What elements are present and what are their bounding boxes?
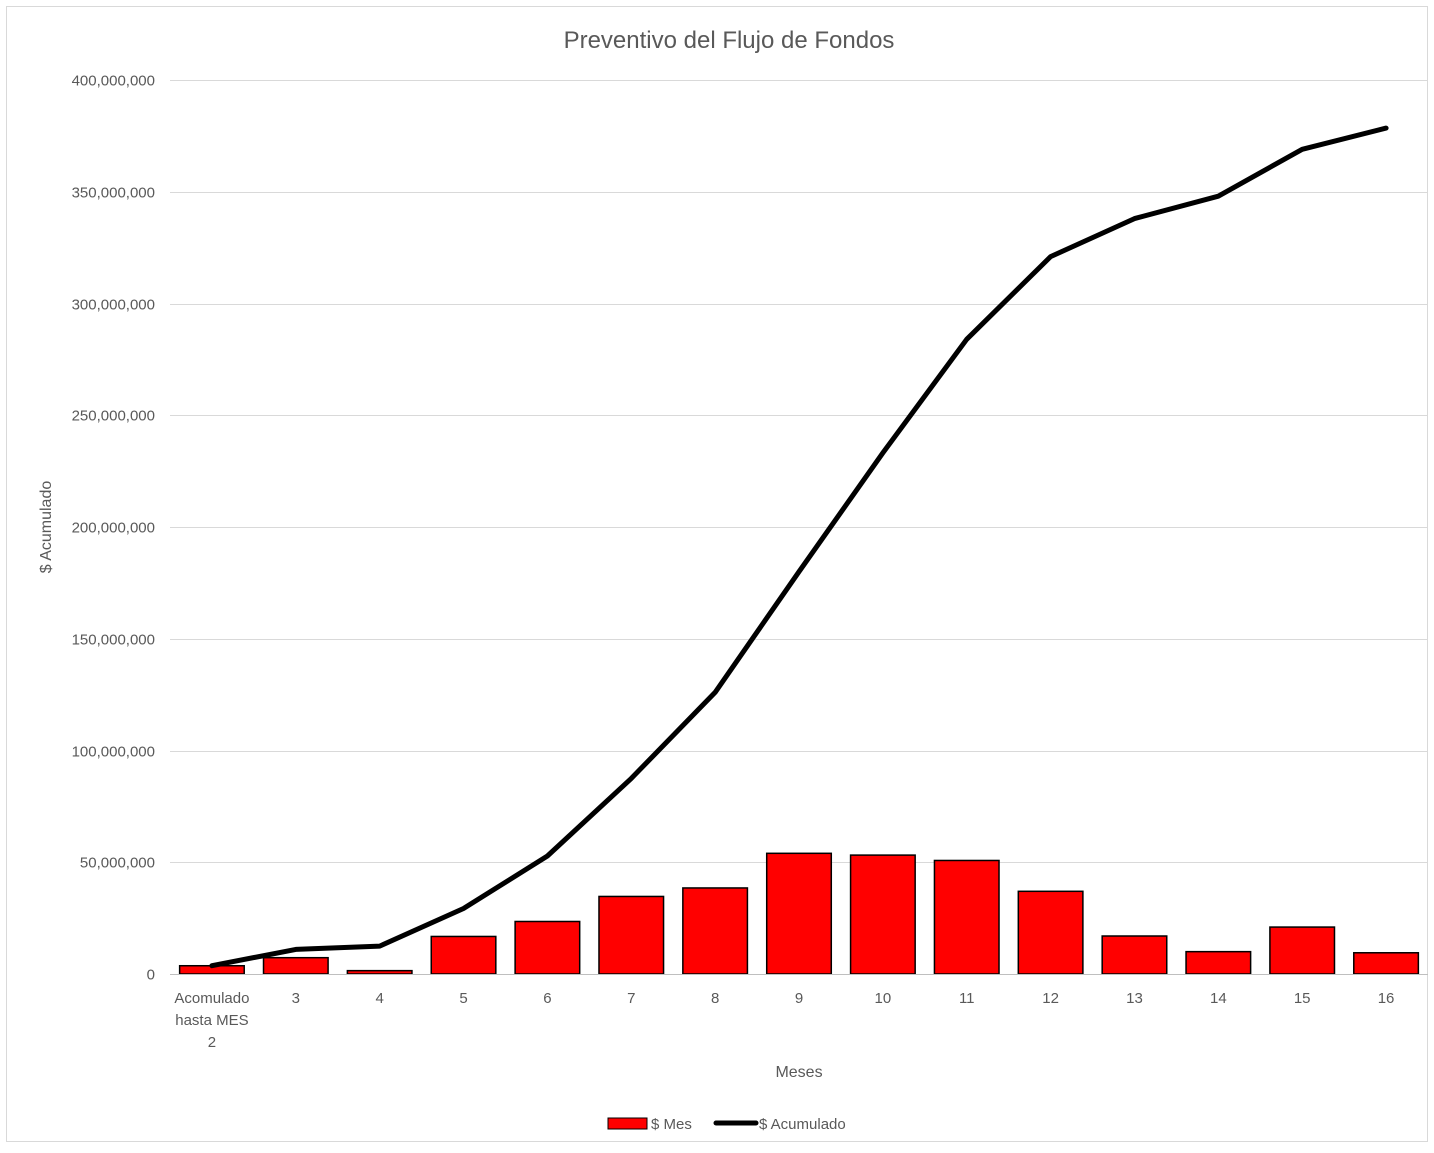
y-tick-label: 100,000,000 xyxy=(72,744,155,761)
bar-mes xyxy=(933,859,1000,975)
bar-series xyxy=(178,852,1420,975)
legend-swatch-mes xyxy=(607,1117,648,1130)
chart-title: Preventivo del Flujo de Fondos xyxy=(564,27,895,54)
bar-mes xyxy=(262,956,329,975)
y-tick-label: 300,000,000 xyxy=(72,297,155,314)
y-tick-label: 250,000,000 xyxy=(72,408,155,425)
x-tick-label: 16 xyxy=(1378,990,1395,1007)
legend: $ Mes $ Acumulado xyxy=(607,1116,846,1133)
x-tick-label: 7 xyxy=(627,990,635,1007)
bar-mes xyxy=(1101,935,1168,975)
x-tick-label: 15 xyxy=(1294,990,1311,1007)
bar-mes xyxy=(849,854,916,975)
bar-mes xyxy=(765,852,833,975)
bar-mes xyxy=(346,969,413,975)
line-acumulado xyxy=(209,125,1389,969)
y-tick-label: 400,000,000 xyxy=(72,73,155,90)
x-tick-label: 9 xyxy=(795,990,803,1007)
bar-mes xyxy=(1353,952,1420,975)
y-tick-label: 350,000,000 xyxy=(72,185,155,202)
bar-mes xyxy=(682,887,749,975)
x-tick-label: 12 xyxy=(1042,990,1059,1007)
x-tick-label: 3 xyxy=(292,990,300,1007)
line-series xyxy=(209,125,1389,969)
x-tick-label: 14 xyxy=(1210,990,1227,1007)
x-tick-label: 6 xyxy=(543,990,551,1007)
y-tick-label: 0 xyxy=(147,967,155,984)
x-tick-label: 10 xyxy=(875,990,892,1007)
bar-mes xyxy=(514,920,581,975)
bar-mes xyxy=(1269,926,1336,975)
x-tick-label: hasta MES xyxy=(175,1012,248,1029)
bar-mes xyxy=(430,935,497,975)
bar-mes xyxy=(598,895,665,975)
y-tick-label: 50,000,000 xyxy=(80,855,155,872)
legend-label-acumulado: $ Acumulado xyxy=(759,1116,846,1133)
x-tick-label: 13 xyxy=(1126,990,1143,1007)
x-tick-label: 5 xyxy=(459,990,467,1007)
bar-mes xyxy=(1017,890,1084,975)
y-tick-label: 200,000,000 xyxy=(72,520,155,537)
y-axis-title: $ Acumulado xyxy=(38,481,55,574)
x-tick-label: 2 xyxy=(208,1034,216,1051)
legend-label-mes: $ Mes xyxy=(651,1116,692,1133)
x-axis-title: Meses xyxy=(775,1064,822,1081)
x-tick-label: Acomulado xyxy=(174,990,249,1007)
x-tick-label: 8 xyxy=(711,990,719,1007)
y-tick-labels: 0 50,000,000 100,000,000 150,000,000 200,000… xyxy=(72,73,155,984)
x-tick-labels: Acomulado hasta MES 2 3 4 5 6 7 8 9 10 11 12 13 14 15 16 xyxy=(174,990,1394,1051)
x-tick-label: 11 xyxy=(959,990,975,1007)
y-tick-label: 150,000,000 xyxy=(72,632,155,649)
bar-mes xyxy=(1185,950,1252,975)
grid-lines xyxy=(170,80,1428,863)
x-tick-label: 4 xyxy=(375,990,383,1007)
